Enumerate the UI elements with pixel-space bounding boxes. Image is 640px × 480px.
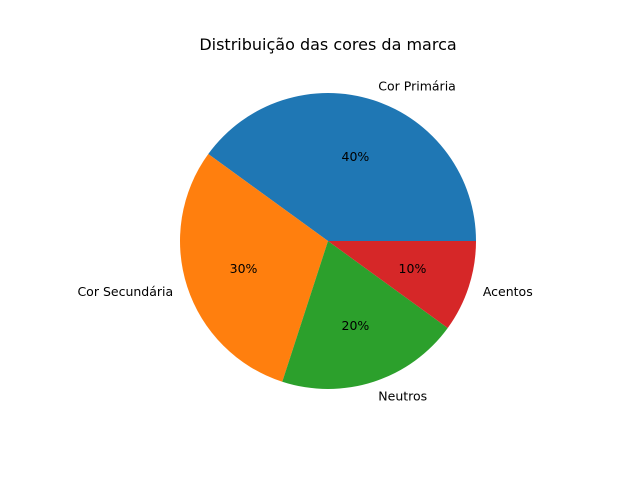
percent-label-acentos: 10%	[399, 261, 427, 276]
pie-slice-cor-secundaria	[179, 154, 328, 382]
slice-label-neutros: Neutros	[378, 388, 427, 403]
chart-title: Distribuição das cores da marca	[199, 35, 456, 54]
slice-label-acentos: Acentos	[483, 284, 533, 299]
pie-labels: Cor Primária 40% Cor Secundária 30% Neutros 2…	[77, 79, 532, 404]
pie-slice-acentos	[328, 241, 476, 328]
percent-label-cor-secundaria: 30%	[230, 261, 258, 276]
pie-slice-cor-primaria	[208, 92, 477, 241]
percent-label-cor-primaria: 40%	[342, 149, 370, 164]
percent-label-neutros: 20%	[342, 318, 370, 333]
pie-slices	[179, 92, 477, 389]
pie-slice-neutros	[282, 241, 448, 389]
slice-label-cor-primaria: Cor Primária	[378, 79, 456, 94]
slice-label-cor-secundaria: Cor Secundária	[77, 284, 173, 299]
